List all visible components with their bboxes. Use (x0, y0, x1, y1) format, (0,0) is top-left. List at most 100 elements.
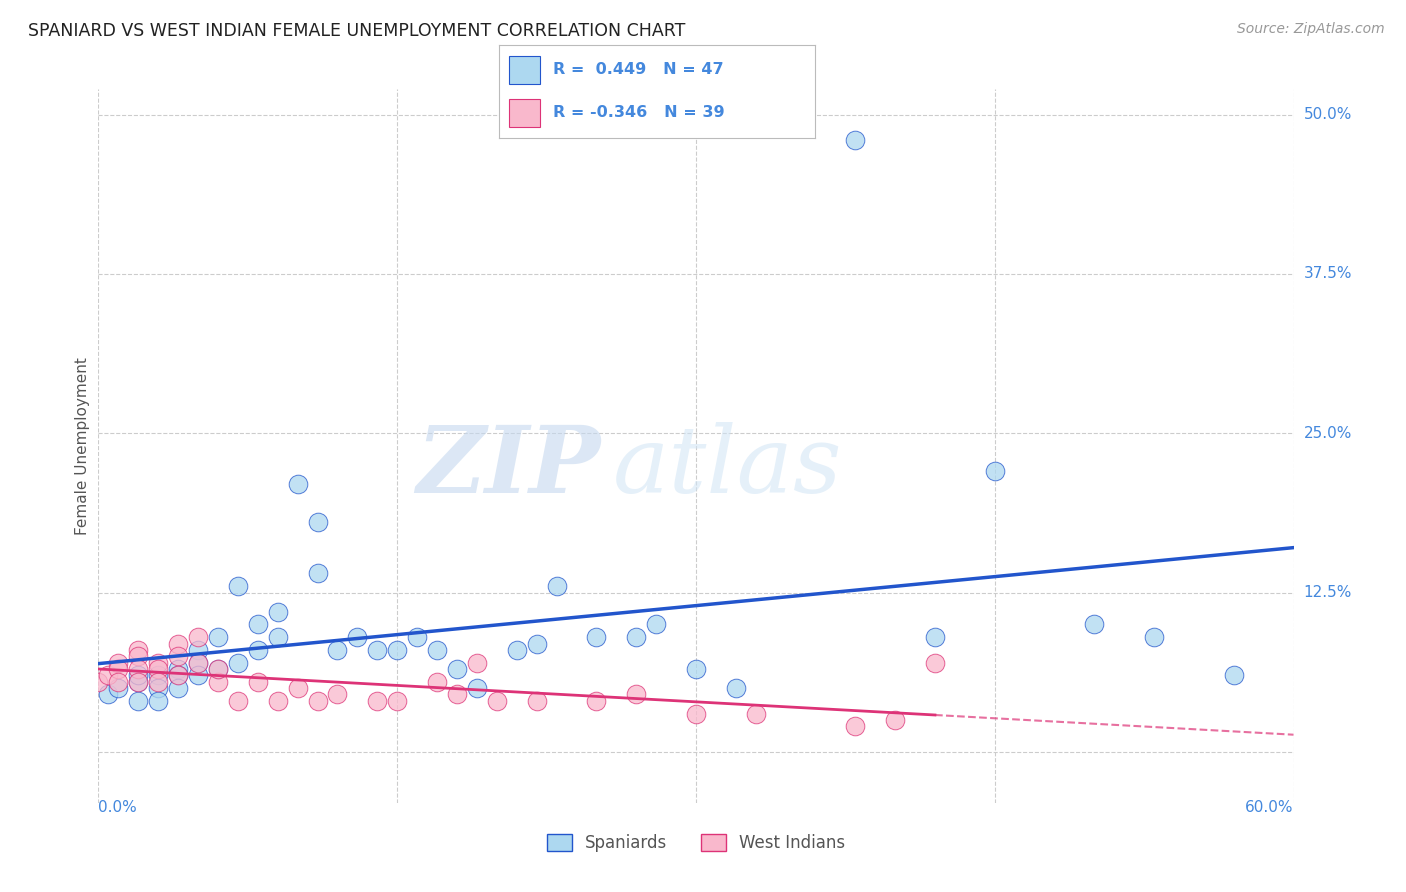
Point (346, 630, 368, 644)
Point (924, 656, 946, 670)
Text: R = -0.346   N = 39: R = -0.346 N = 39 (553, 105, 724, 120)
Point (148, 662, 170, 676)
Point (1143, 630, 1166, 644)
Point (685, 662, 707, 676)
Point (167, 668, 190, 682)
Point (366, 694, 388, 708)
Text: 37.5%: 37.5% (1303, 267, 1353, 282)
Point (107, 662, 129, 676)
Point (267, 630, 290, 644)
Point (148, 681, 170, 695)
Point (1083, 617, 1105, 632)
Point (246, 674, 269, 689)
Point (127, 674, 149, 689)
Point (207, 662, 229, 676)
Point (87, 674, 110, 689)
Point (884, 713, 907, 727)
Point (924, 630, 946, 644)
Point (844, 719, 866, 733)
Point (167, 649, 190, 664)
Point (207, 630, 229, 644)
Point (148, 674, 170, 689)
Point (506, 643, 529, 657)
Point (97, 688, 120, 702)
Text: R =  0.449   N = 47: R = 0.449 N = 47 (553, 62, 724, 78)
Text: 25.0%: 25.0% (1303, 425, 1351, 441)
Point (127, 674, 149, 689)
Point (307, 694, 329, 708)
Point (148, 668, 170, 682)
Point (585, 694, 607, 708)
Point (546, 579, 568, 593)
Point (226, 579, 249, 593)
Point (167, 636, 190, 650)
Text: Source: ZipAtlas.com: Source: ZipAtlas.com (1237, 22, 1385, 37)
Point (326, 688, 349, 702)
Point (385, 643, 409, 657)
Point (585, 630, 607, 644)
Point (526, 694, 548, 708)
Point (187, 630, 209, 644)
Point (207, 662, 229, 676)
Point (127, 649, 149, 664)
Point (844, 133, 866, 147)
Point (148, 694, 170, 708)
Text: 12.5%: 12.5% (1303, 585, 1351, 600)
Point (485, 694, 508, 708)
Point (426, 643, 449, 657)
Point (127, 643, 149, 657)
Point (685, 706, 707, 721)
Point (107, 656, 129, 670)
Point (97, 668, 120, 682)
Point (426, 674, 449, 689)
Point (465, 681, 488, 695)
Legend: Spaniards, West Indians: Spaniards, West Indians (540, 827, 852, 859)
Point (167, 668, 190, 682)
Text: atlas: atlas (612, 423, 842, 512)
Point (207, 674, 229, 689)
Point (307, 566, 329, 581)
Point (187, 656, 209, 670)
Point (226, 656, 249, 670)
Point (246, 617, 269, 632)
Point (406, 630, 429, 644)
Y-axis label: Female Unemployment: Female Unemployment (75, 357, 90, 535)
Point (187, 668, 209, 682)
Text: 60.0%: 60.0% (1246, 800, 1294, 815)
Point (287, 681, 309, 695)
Point (127, 662, 149, 676)
Bar (509, 56, 540, 84)
Point (127, 668, 149, 682)
Point (246, 643, 269, 657)
Point (745, 706, 768, 721)
Point (526, 636, 548, 650)
Point (107, 681, 129, 695)
Text: 50.0%: 50.0% (1303, 107, 1351, 122)
Point (645, 617, 668, 632)
Point (187, 656, 209, 670)
Point (1222, 668, 1246, 682)
Point (167, 681, 190, 695)
Point (326, 643, 349, 657)
Point (385, 694, 409, 708)
Point (267, 605, 290, 619)
Point (446, 662, 468, 676)
Text: 0.0%: 0.0% (98, 800, 138, 815)
Point (287, 477, 309, 491)
Point (267, 694, 290, 708)
Point (127, 694, 149, 708)
Point (624, 630, 647, 644)
Point (167, 662, 190, 676)
Text: SPANIARD VS WEST INDIAN FEMALE UNEMPLOYMENT CORRELATION CHART: SPANIARD VS WEST INDIAN FEMALE UNEMPLOYM… (28, 22, 686, 40)
Point (107, 674, 129, 689)
Point (446, 688, 468, 702)
Point (148, 656, 170, 670)
Point (465, 656, 488, 670)
Point (983, 465, 1005, 479)
Point (187, 643, 209, 657)
Point (307, 516, 329, 530)
Bar (509, 99, 540, 127)
Point (226, 694, 249, 708)
Point (724, 681, 747, 695)
Point (624, 688, 647, 702)
